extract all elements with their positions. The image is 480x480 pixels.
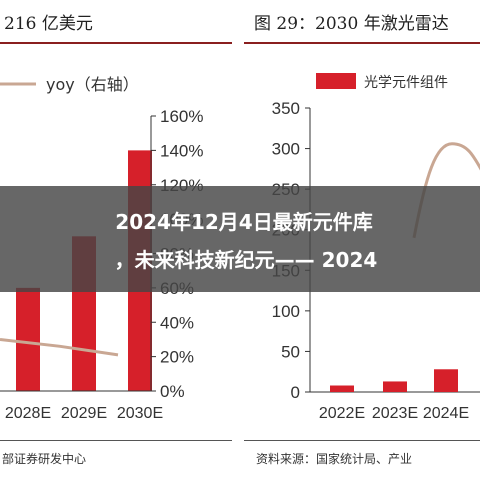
right-y-tick-label: 100 [272, 302, 300, 321]
left-title-rule [0, 42, 232, 44]
right-bar-2022E [330, 385, 354, 392]
left-x-tick-label: 2028E [5, 405, 51, 422]
right-x-tick-label: 2023E [372, 405, 418, 422]
left-legend-label: yoy（右轴） [46, 75, 139, 94]
left-chart-title: 216 亿美元 [4, 14, 93, 34]
right-source-note: 资料来源：国家统计局、产业 [256, 452, 413, 466]
right-x-tick-label: 2024E [423, 405, 469, 422]
headline-line-2[interactable]: ，未来科技新纪元—— 2024 [114, 248, 378, 272]
right-y-tick-label: 300 [272, 140, 300, 159]
right-x-tick-label: 2022E [319, 405, 365, 422]
left-y2-tick-label: 40% [160, 313, 194, 332]
right-y-tick-label: 50 [281, 342, 300, 361]
headline-banner[interactable]: 2024年12月4日最新元件库 ，未来科技新纪元—— 2024 [0, 186, 480, 292]
left-x-tick-label: 2030E [117, 405, 163, 422]
left-y2-tick-label: 140% [160, 141, 203, 160]
right-y-tick-label: 350 [272, 99, 300, 118]
left-x-tick-label: 2029E [61, 405, 107, 422]
right-title-rule [244, 42, 480, 44]
left-y2-tick-label: 0% [160, 382, 185, 401]
right-bar-2024E [434, 369, 458, 392]
right-legend-label: 光学元件组件 [364, 75, 448, 91]
right-legend-bar-swatch [316, 73, 356, 89]
left-yoy-line [0, 337, 119, 357]
right-y-tick-label: 0 [291, 383, 300, 402]
left-y2-tick-label: 20% [160, 348, 194, 367]
left-y2-tick-label: 160% [160, 107, 203, 126]
left-bar-2028E [16, 287, 40, 391]
headline-line-1[interactable]: 2024年12月4日最新元件库 [115, 210, 373, 234]
right-footer-rule [244, 440, 480, 441]
right-bar-2023E [383, 381, 407, 392]
left-footer-rule [0, 440, 232, 441]
left-source-note: 部证券研发中心 [2, 452, 87, 466]
right-chart-title: 图 29：2030 年激光雷达 [254, 14, 449, 34]
